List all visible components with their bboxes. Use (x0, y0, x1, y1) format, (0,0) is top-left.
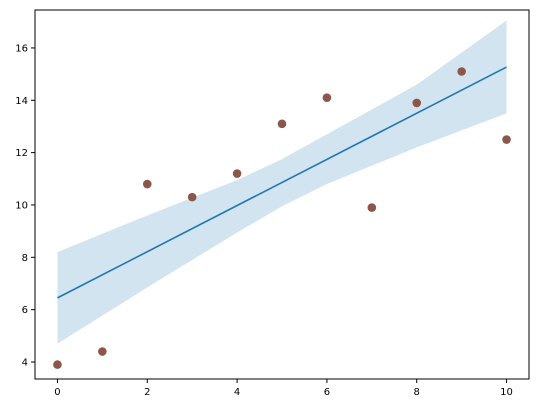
data-point (232, 169, 242, 178)
regression-line-layer (57, 66, 507, 299)
y-tick-label: 6 (22, 305, 28, 316)
plot-frame (34, 9, 530, 380)
data-point (322, 93, 332, 102)
x-tick-label: 6 (324, 387, 330, 398)
data-point (142, 179, 152, 189)
x-tick-label: 0 (54, 387, 60, 398)
y-axis-ticks: 4 6 8 10 12 14 16 (15, 43, 35, 368)
x-tick-label: 10 (500, 387, 513, 398)
data-point (457, 67, 466, 76)
data-point (412, 98, 422, 108)
y-tick-label: 10 (15, 200, 28, 211)
data-points-layer (53, 67, 511, 369)
data-point (277, 119, 287, 129)
data-point (98, 347, 107, 356)
data-point (367, 203, 377, 212)
y-tick-label: 12 (15, 148, 28, 159)
y-tick-label: 14 (15, 96, 28, 107)
x-tick-label: 4 (234, 387, 240, 398)
x-tick-label: 2 (144, 387, 150, 398)
data-point (187, 192, 197, 202)
y-tick-label: 8 (22, 253, 28, 264)
axes (34, 9, 530, 380)
regression-line (57, 66, 507, 299)
y-tick-label: 4 (22, 357, 28, 368)
x-axis-ticks: 0 2 4 6 8 10 (54, 379, 513, 398)
y-tick-label: 16 (15, 43, 28, 54)
data-point (502, 135, 511, 144)
x-tick-label: 8 (414, 387, 420, 398)
data-point (53, 360, 62, 369)
